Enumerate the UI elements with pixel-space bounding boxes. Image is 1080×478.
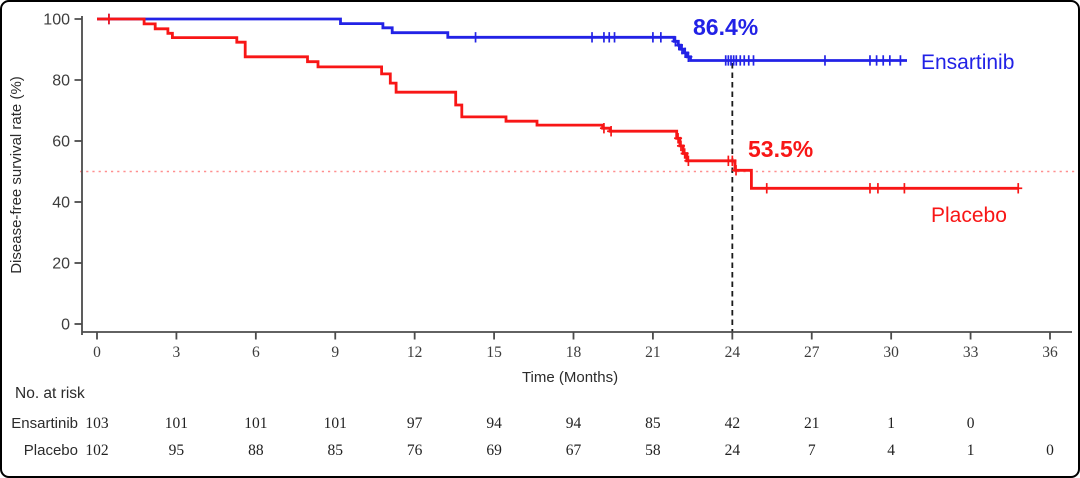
x-tick-label: 9 [331,344,339,361]
risk-value: 42 [725,415,741,432]
risk-value: 21 [804,415,820,432]
risk-value: 103 [85,415,109,432]
risk-value: 95 [169,442,185,459]
ensartinib-rate-annotation: 86.4% [693,14,758,40]
placebo-censor-mark [607,126,616,137]
risk-value: 94 [566,415,582,432]
placebo-curve [97,17,1019,190]
x-axis-title: Time (Months) [522,369,618,386]
placebo-curve-label: Placebo [931,204,1007,227]
x-tick-label: 18 [566,344,582,361]
risk-value: 1 [967,442,975,459]
placebo-censor-mark [762,183,771,194]
ensartinib-censor-mark [656,32,665,43]
x-tick-label: 36 [1042,344,1058,361]
ensartinib-censor-mark [749,55,758,66]
y-axis-title: Disease-free survival rate (%) [8,76,25,274]
x-tick-label: 27 [804,344,820,361]
ensartinib-censor-mark [820,55,829,66]
risk-value: 88 [248,442,264,459]
ensartinib-curve [97,17,907,62]
y-tick-label: 40 [52,195,70,212]
risk-value: 24 [725,442,741,459]
y-tick-label: 60 [52,134,70,151]
x-tick-label: 15 [486,344,502,361]
risk-value: 0 [967,415,975,432]
placebo-censor-mark [676,140,685,152]
risk-value: 85 [645,415,661,432]
risk-value: 94 [486,415,502,432]
risk-value: 4 [887,442,895,459]
risk-value: 76 [407,442,423,459]
risk-value: 97 [407,415,423,432]
risk-value: 101 [324,415,347,432]
y-tick-label: 20 [52,256,70,273]
ensartinib-censor-mark [610,32,619,43]
placebo-censor-mark [599,122,608,134]
risk-value: 101 [244,415,267,432]
placebo-censor-mark [104,13,113,25]
placebo-rate-annotation: 53.5% [748,136,813,162]
x-tick-label: 33 [963,344,979,361]
risk-row-label-placebo: Placebo [24,442,78,459]
risk-value: 101 [165,415,188,432]
series-layer [97,13,1023,194]
risk-value: 69 [486,442,502,459]
risk-value: 0 [1046,442,1054,459]
placebo-censor-mark [900,183,909,194]
placebo-censor-mark [728,155,737,167]
placebo-censor-mark [1014,183,1023,194]
risk-value: 67 [566,442,582,459]
reference-lines-layer [80,63,1076,332]
ensartinib-censor-mark [588,32,597,43]
x-tick-label: 30 [883,344,899,361]
risk-table-title: No. at risk [15,385,85,402]
x-tick-label: 24 [725,344,741,361]
risk-row-label-ensartinib: Ensartinib [11,415,78,432]
placebo-censor-mark [680,148,689,159]
x-tick-label: 6 [252,344,260,361]
placebo-censor-mark [674,133,683,144]
x-tick-label: 0 [93,344,101,361]
y-tick-label: 100 [43,12,70,29]
ensartinib-censor-mark [471,32,480,43]
risk-value: 7 [808,442,816,459]
placebo-censor-mark [865,183,874,194]
risk-value: 85 [327,442,343,459]
risk-value: 1 [887,415,895,432]
placebo-censor-mark [732,165,741,176]
x-tick-label: 3 [173,344,181,361]
risk-table-layer: Ensartinib 103 101 101 101 97 94 94 85 42 21 1 0 Plac… [11,415,1054,459]
placebo-censor-mark [873,183,882,194]
y-tick-label: 0 [61,317,70,334]
ensartinib-censor-mark [684,51,693,63]
x-tick-label: 12 [407,344,423,361]
placebo-censor-mark [684,155,693,167]
ensartinib-censor-mark [896,55,905,66]
x-tick-label: 21 [645,344,661,361]
ensartinib-censor-mark [648,32,657,43]
y-tick-label: 80 [52,73,70,90]
risk-value: 102 [85,442,108,459]
risk-value: 58 [645,442,661,459]
ensartinib-curve-label: Ensartinib [921,51,1014,74]
ensartinib-censor-mark [885,55,894,66]
